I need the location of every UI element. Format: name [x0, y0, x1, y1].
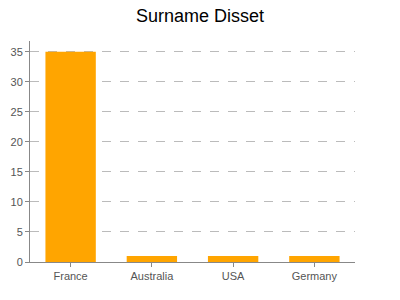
svg-text:USA: USA — [222, 270, 245, 282]
svg-text:15: 15 — [11, 166, 23, 178]
svg-text:10: 10 — [11, 196, 23, 208]
svg-text:35: 35 — [11, 46, 23, 58]
svg-text:25: 25 — [11, 106, 23, 118]
svg-text:30: 30 — [11, 76, 23, 88]
svg-text:0: 0 — [17, 256, 23, 268]
svg-text:namespedia.com: namespedia.com — [50, 298, 141, 300]
svg-text:Australia: Australia — [130, 270, 174, 282]
svg-text:20: 20 — [11, 136, 23, 148]
svg-text:5: 5 — [17, 226, 23, 238]
svg-text:France: France — [54, 270, 88, 282]
svg-text:Germany: Germany — [292, 270, 338, 282]
svg-text:Surname Disset: Surname Disset — [136, 6, 264, 26]
